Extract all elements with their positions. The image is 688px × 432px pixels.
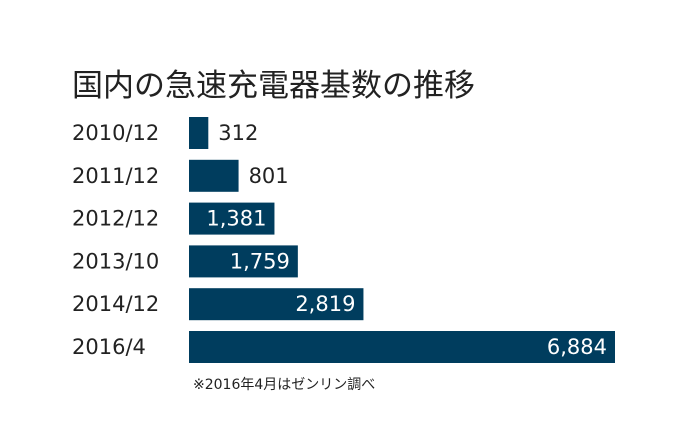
bar bbox=[189, 288, 364, 321]
chart-title: 国内の急速充電器基数の推移 bbox=[72, 68, 475, 104]
bar bbox=[189, 245, 298, 278]
value-label: 1,381 bbox=[206, 207, 266, 231]
bar bbox=[189, 331, 615, 363]
value-label: 312 bbox=[218, 121, 258, 145]
value-label: 2,819 bbox=[295, 292, 355, 316]
value-label: 801 bbox=[249, 164, 289, 188]
category-label: 2012/12 bbox=[72, 207, 159, 231]
category-label: 2011/12 bbox=[72, 164, 159, 188]
category-label: 2010/12 bbox=[72, 121, 159, 145]
bar bbox=[189, 202, 275, 235]
category-label: 2014/12 bbox=[72, 292, 159, 316]
value-label: 6,884 bbox=[547, 335, 607, 359]
bars-layer: 2010/12 312 2011/12 801 2012/12 1,381 2013/10 1… bbox=[72, 117, 615, 363]
source-note: ※2016年4月はゼンリン調べ bbox=[193, 377, 375, 393]
bar bbox=[189, 117, 209, 149]
category-label: 2016/4 bbox=[72, 335, 146, 359]
bar bbox=[189, 159, 239, 192]
value-label: 1,759 bbox=[230, 249, 290, 273]
category-label: 2013/10 bbox=[72, 249, 159, 273]
